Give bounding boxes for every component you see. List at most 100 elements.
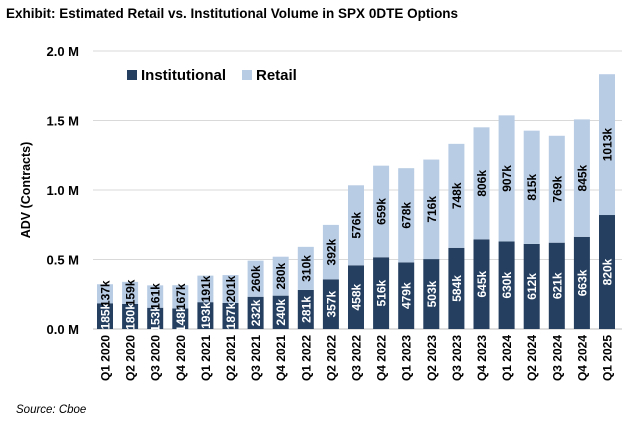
- data-label: 584k: [450, 275, 464, 302]
- source-note: Source: Cboe: [16, 404, 87, 416]
- bar-retail: [348, 185, 364, 266]
- legend-label-retail: Retail: [256, 67, 297, 84]
- data-label: 820k: [601, 258, 615, 285]
- data-label: 659k: [375, 198, 389, 225]
- bar-institutional: [423, 259, 440, 329]
- y-tick-label: 1.0 M: [46, 183, 79, 198]
- x-tick-label: Q1 2024: [500, 335, 514, 381]
- data-label: 357k: [324, 291, 338, 318]
- bar-retail: [373, 165, 390, 258]
- bar-retail: [272, 256, 289, 296]
- y-tick-label: 1.5 M: [46, 114, 79, 129]
- bar-institutional: [373, 257, 390, 329]
- bar-retail: [297, 246, 314, 290]
- bar-retail: [498, 115, 515, 242]
- data-label: 153k: [149, 305, 163, 332]
- bar-retail: [423, 159, 440, 260]
- x-tick-label: Q4 2022: [375, 335, 389, 381]
- data-label: 167k: [174, 283, 188, 310]
- bar-institutional: [197, 302, 214, 329]
- x-tick-label: Q1 2020: [99, 335, 113, 381]
- y-tick-label: 0.5 M: [46, 253, 79, 268]
- data-label: 621k: [550, 272, 564, 299]
- x-tick-label: Q1 2025: [601, 335, 615, 381]
- legend-swatch-institutional: [127, 70, 137, 80]
- data-label: 187k: [224, 302, 238, 329]
- data-label: 663k: [575, 269, 589, 296]
- bar-retail: [247, 260, 264, 297]
- bar-institutional: [599, 215, 615, 329]
- y-tick-label: 0.0 M: [46, 322, 79, 337]
- x-tick-label: Q1 2023: [400, 335, 414, 381]
- bar-retail: [172, 285, 189, 309]
- bar-retail: [523, 130, 540, 244]
- data-label: 716k: [425, 196, 439, 223]
- bar-retail: [322, 224, 339, 280]
- y-tick-label: 2.0 M: [46, 44, 79, 59]
- bar-institutional: [272, 295, 289, 329]
- data-label: 185k: [99, 302, 113, 329]
- data-label: 161k: [149, 283, 163, 310]
- data-label: 503k: [425, 280, 439, 307]
- data-label: 479k: [400, 282, 414, 309]
- data-label: 180k: [124, 303, 138, 330]
- x-tick-label: Q2 2021: [224, 335, 238, 381]
- bar-retail: [197, 275, 214, 303]
- data-label: 907k: [500, 165, 514, 192]
- bar-retail: [548, 135, 565, 243]
- data-label: 193k: [199, 302, 213, 329]
- legend-label-institutional: Institutional: [141, 67, 226, 84]
- data-label: 240k: [274, 299, 288, 326]
- x-tick-label: Q4 2023: [475, 335, 489, 381]
- bar-institutional: [147, 307, 164, 329]
- data-label: 576k: [350, 212, 364, 239]
- x-tick-label: Q3 2021: [249, 335, 263, 381]
- bar-institutional: [548, 242, 565, 329]
- x-tick-label: Q4 2021: [274, 335, 288, 381]
- bar-retail: [473, 127, 490, 240]
- data-label: 769k: [550, 176, 564, 203]
- y-axis-label: ADV (Contracts): [19, 142, 33, 239]
- data-label: 310k: [299, 255, 313, 282]
- bar-institutional: [172, 308, 189, 329]
- x-tick-label: Q2 2022: [324, 335, 338, 381]
- bar-retail: [97, 284, 113, 304]
- bar-institutional: [247, 296, 264, 329]
- bar-institutional: [222, 303, 239, 329]
- legend-swatch-retail: [242, 70, 252, 80]
- bar-retail: [147, 285, 164, 308]
- x-tick-label: Q2 2020: [124, 335, 138, 381]
- x-tick-label: Q1 2022: [299, 335, 313, 381]
- data-label: 748k: [450, 182, 464, 209]
- data-label: 516k: [375, 279, 389, 306]
- data-label: 191k: [199, 275, 213, 302]
- bar-institutional: [498, 241, 515, 329]
- data-label: 148k: [174, 305, 188, 332]
- bar-retail: [599, 74, 615, 216]
- data-label: 1013k: [601, 128, 615, 162]
- bar-institutional: [398, 262, 415, 329]
- bar-institutional: [348, 265, 364, 329]
- bar-institutional: [523, 243, 540, 329]
- data-label: 678k: [400, 202, 414, 229]
- bar-retail: [222, 275, 239, 304]
- data-label: 630k: [500, 272, 514, 299]
- bar-institutional: [122, 303, 139, 329]
- x-tick-label: Q2 2024: [525, 335, 539, 381]
- data-label: 392k: [324, 238, 338, 265]
- data-label: 612k: [525, 273, 539, 300]
- x-tick-label: Q4 2020: [174, 335, 188, 381]
- bar-retail: [122, 281, 139, 304]
- bar-institutional: [448, 247, 465, 329]
- data-label: 260k: [249, 265, 263, 292]
- bar-retail: [448, 143, 465, 248]
- x-tick-label: Q3 2024: [550, 335, 564, 381]
- chart-title: Exhibit: Estimated Retail vs. Institutio…: [6, 6, 459, 21]
- x-tick-label: Q3 2020: [149, 335, 163, 381]
- data-label: 201k: [224, 275, 238, 302]
- x-tick-label: Q3 2023: [450, 335, 464, 381]
- bar-institutional: [473, 239, 490, 329]
- data-label: 159k: [124, 279, 138, 306]
